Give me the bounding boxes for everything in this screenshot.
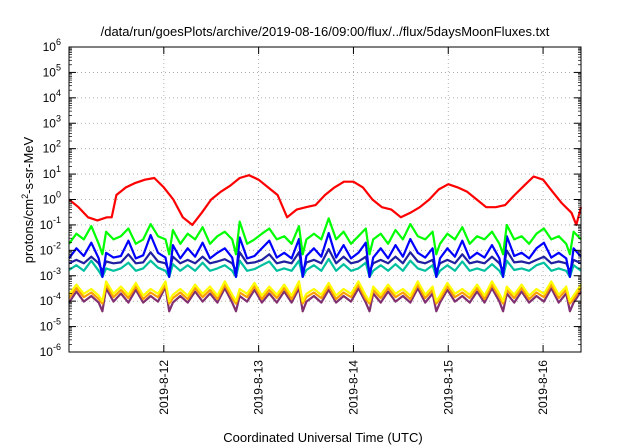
y-tick-label-base: 10 xyxy=(43,167,57,181)
series-line-1 xyxy=(68,217,582,256)
y-tick-label-base: 10 xyxy=(43,193,57,207)
x-axis-label: Coordinated Universal Time (UTC) xyxy=(223,430,422,445)
y-tick-label-exp: 4 xyxy=(56,88,61,98)
y-tick-label: 10-6 xyxy=(40,342,61,359)
y-tick-label-exp: -4 xyxy=(53,291,61,301)
series-line-5 xyxy=(68,280,582,303)
x-tick-label: 2019-8-12 xyxy=(157,360,171,415)
y-tick-label-base: 10 xyxy=(40,294,54,308)
chart-title: /data/run/goesPlots/archive/2019-08-16/0… xyxy=(101,24,550,39)
y-tick-label: 102 xyxy=(43,139,61,156)
y-tick-label-exp: -6 xyxy=(53,342,61,352)
y-tick-label-base: 10 xyxy=(43,91,57,105)
y-tick-label: 10-1 xyxy=(40,215,61,232)
y-axis-label: protons/cm2-s-sr-MeV xyxy=(20,136,36,263)
y-tick-label: 10-3 xyxy=(40,266,61,283)
x-tick-label: 2019-8-16 xyxy=(536,360,550,415)
y-tick-label-exp: -1 xyxy=(53,215,61,225)
y-tick-label: 100 xyxy=(43,190,61,207)
y-tick-label: 10-4 xyxy=(40,291,61,308)
y-tick-label: 101 xyxy=(43,164,61,181)
series-line-0 xyxy=(68,174,583,226)
y-axis-label-sup: 2 xyxy=(20,194,30,199)
x-tick-label: 2019-8-14 xyxy=(346,360,360,415)
y-tick-label-base: 10 xyxy=(43,40,57,54)
x-tick-label: 2019-8-15 xyxy=(441,360,455,415)
series-line-4 xyxy=(68,257,582,278)
y-tick-label: 104 xyxy=(43,88,61,105)
y-tick-label-base: 10 xyxy=(40,320,54,334)
y-tick-label-exp: 1 xyxy=(56,164,61,174)
y-tick-label: 10-5 xyxy=(40,317,61,334)
grid-lines xyxy=(69,47,581,352)
y-tick-label-base: 10 xyxy=(40,243,54,257)
y-tick-label-exp: -5 xyxy=(53,317,61,327)
y-tick-label-exp: -3 xyxy=(53,266,61,276)
y-axis-label-base: protons/cm xyxy=(21,199,36,263)
y-tick-label: 105 xyxy=(43,62,61,79)
y-tick-label-exp: -2 xyxy=(53,240,61,250)
y-tick-label-base: 10 xyxy=(40,345,54,359)
y-tick-label-exp: 6 xyxy=(56,37,61,47)
y-tick-label-base: 10 xyxy=(40,218,54,232)
y-tick-label-exp: 5 xyxy=(56,62,61,72)
y-tick-label-base: 10 xyxy=(43,116,57,130)
y-tick-label-exp: 3 xyxy=(56,113,61,123)
y-tick-label-base: 10 xyxy=(43,65,57,79)
y-tick-label: 10-2 xyxy=(40,240,61,257)
y-tick-label-exp: 0 xyxy=(56,190,61,200)
x-axis: 2019-8-12 2019-8-13 2019-8-14 2019-8-15 2019… xyxy=(157,47,550,415)
series-line-7 xyxy=(68,285,582,313)
y-axis-label-rest: -s-sr-MeV xyxy=(21,136,36,193)
x-tick-label: 2019-8-13 xyxy=(252,360,266,415)
series-line-6 xyxy=(68,283,582,305)
series-layer xyxy=(68,174,583,313)
y-tick-label: 103 xyxy=(43,113,61,130)
y-tick-label-base: 10 xyxy=(43,142,57,156)
series-line-2 xyxy=(68,231,582,278)
y-tick-label-base: 10 xyxy=(40,269,54,283)
y-axis: 10-610-510-410-310-210-11001011021031041… xyxy=(40,37,581,359)
y-tick-label: 106 xyxy=(43,37,61,54)
y-tick-label-exp: 2 xyxy=(56,139,61,149)
